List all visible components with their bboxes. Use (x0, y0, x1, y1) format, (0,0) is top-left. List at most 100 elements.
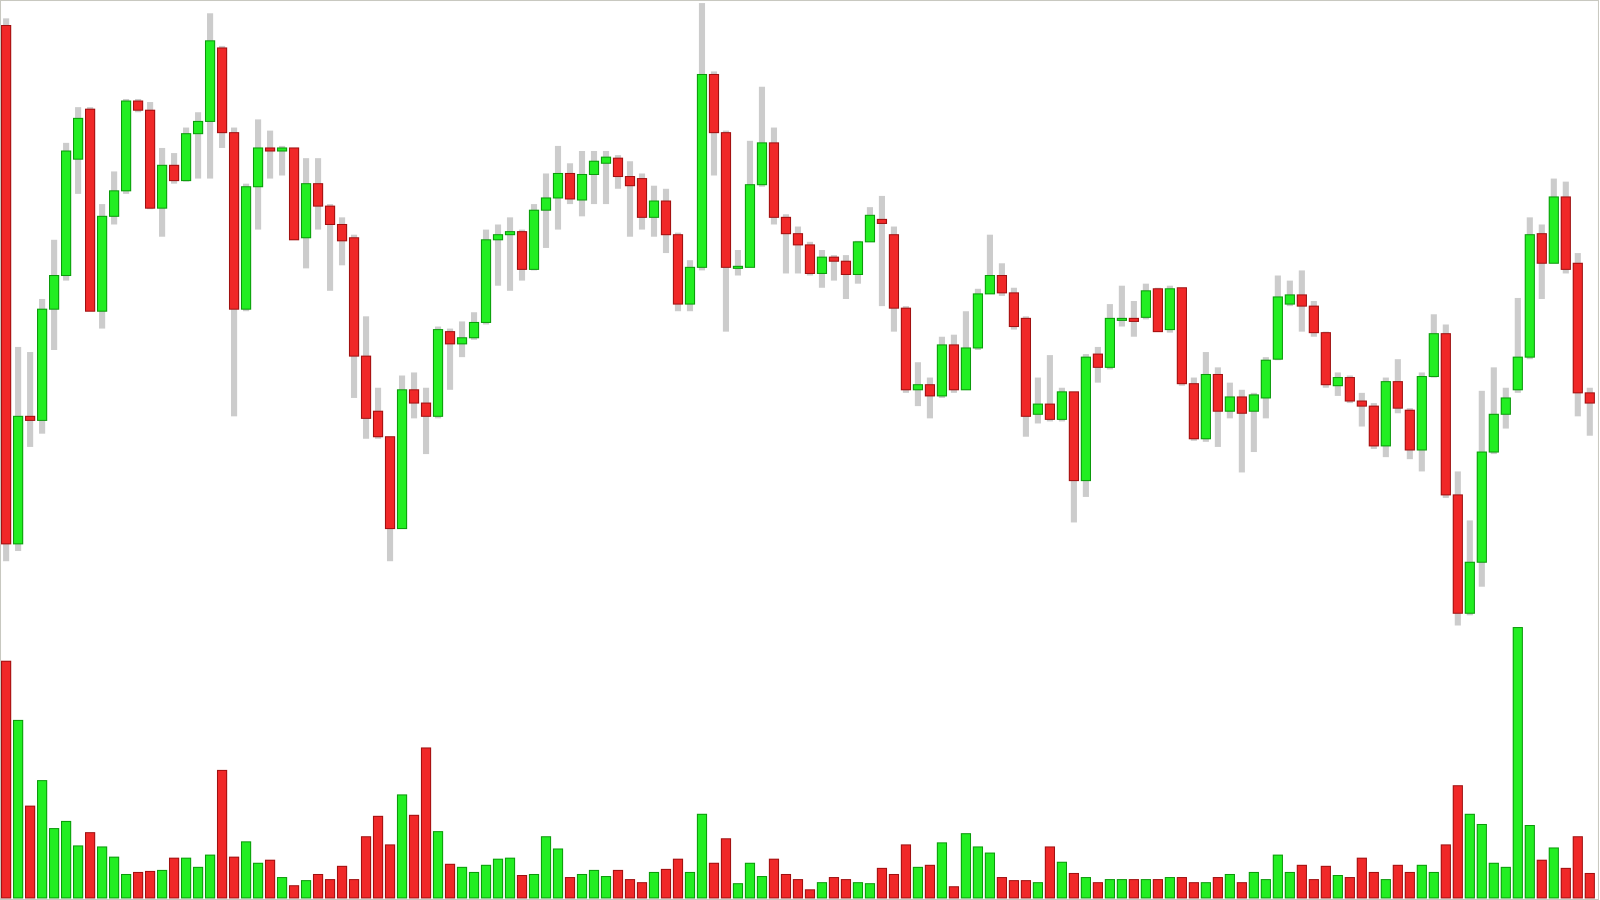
volume-bar (97, 846, 108, 899)
volume-bar (1140, 879, 1151, 899)
volume-bar (1032, 882, 1044, 899)
wick (602, 151, 610, 205)
wick (542, 173, 550, 248)
volume-bar (828, 877, 840, 899)
candle-body (204, 40, 216, 122)
volume-bar (948, 886, 960, 899)
volume-bar (1584, 872, 1595, 899)
wick (986, 234, 993, 294)
candle-body (1368, 405, 1379, 447)
candle-body (408, 389, 420, 404)
candle-body (1200, 373, 1211, 440)
candle-body (720, 132, 732, 268)
volume-bar (324, 879, 336, 899)
volume-bar (924, 864, 936, 899)
candle-body (1176, 287, 1187, 385)
volume-bar (384, 844, 396, 899)
volume-bar (1260, 879, 1271, 899)
volume-bar (1068, 872, 1080, 899)
volume-bar (1572, 836, 1583, 899)
volume-bar (1020, 880, 1032, 899)
volume-bar (1152, 879, 1163, 899)
candle-body (756, 142, 768, 186)
candle-body (1248, 394, 1259, 412)
wick (842, 255, 850, 299)
volume-bar (972, 846, 984, 899)
candle-body (73, 117, 84, 160)
wick (1118, 285, 1125, 327)
candle-body (192, 120, 204, 135)
candle-body (1464, 561, 1475, 614)
candle-body (144, 109, 156, 209)
candle-body (840, 260, 852, 276)
wick (626, 161, 634, 237)
candle-body (1296, 294, 1307, 307)
volume-bar (108, 856, 120, 899)
volume-bar (432, 831, 444, 899)
volume-bar (240, 841, 252, 899)
candle-body (1548, 196, 1559, 264)
volume-bar (1344, 877, 1355, 899)
volume-bar (1224, 873, 1235, 899)
volume-bar (408, 814, 420, 899)
candle-body (61, 150, 72, 277)
volume-bar (708, 862, 720, 899)
candle-body (456, 337, 468, 345)
volume-bar (1212, 877, 1223, 899)
volume-bar (900, 844, 912, 899)
candle-body (972, 293, 984, 349)
candle-body (324, 205, 336, 226)
volume-bar (1356, 857, 1367, 899)
volume-bar (1536, 859, 1547, 899)
volume-bar (672, 858, 684, 899)
volume-bar (864, 883, 876, 899)
wick (326, 204, 334, 291)
volume-bar (156, 869, 168, 899)
candle-body (948, 344, 960, 391)
candle-body (1104, 317, 1115, 368)
volume-bar (1104, 879, 1115, 899)
candle-body (1152, 288, 1163, 333)
candle-body (1320, 332, 1331, 386)
volume-bar (528, 873, 540, 899)
candle-body (588, 160, 600, 175)
volume-bar (396, 794, 408, 899)
candle-body (984, 275, 996, 295)
volume-bar (1500, 866, 1511, 899)
candle-body (1068, 391, 1080, 482)
volume-bar (13, 719, 24, 899)
candle-body (924, 384, 936, 397)
volume-bar (696, 813, 708, 899)
candle-body (228, 132, 240, 310)
candle-body (1512, 356, 1523, 391)
candle-body (576, 173, 588, 201)
volume-bar (1176, 877, 1187, 899)
candle-body (1584, 392, 1595, 404)
volume-bar (768, 858, 780, 899)
candle-body (37, 308, 48, 421)
candle-body (1, 25, 12, 545)
candle-body (348, 237, 360, 357)
volume-bar (132, 871, 144, 899)
candle-body (85, 108, 96, 312)
volume-bar (720, 838, 732, 899)
volume-bar (492, 858, 504, 899)
candle-body (516, 231, 528, 270)
candle-body (216, 47, 228, 134)
volume-bar (1128, 879, 1139, 899)
volume-bar (912, 866, 924, 899)
candle-body (1116, 317, 1127, 321)
candle-body (660, 200, 672, 236)
candle-body (1008, 292, 1020, 328)
candle-body (444, 331, 456, 345)
candle-body (1236, 396, 1247, 414)
candle-body (768, 142, 780, 218)
candle-body (1128, 317, 1139, 322)
volume-bar (540, 836, 552, 899)
volume-bar (456, 866, 468, 899)
volume-bar (588, 869, 600, 899)
wick (878, 195, 886, 307)
volume-bar (636, 882, 648, 899)
volume-bar (1248, 871, 1259, 899)
candle-body (1344, 377, 1355, 402)
